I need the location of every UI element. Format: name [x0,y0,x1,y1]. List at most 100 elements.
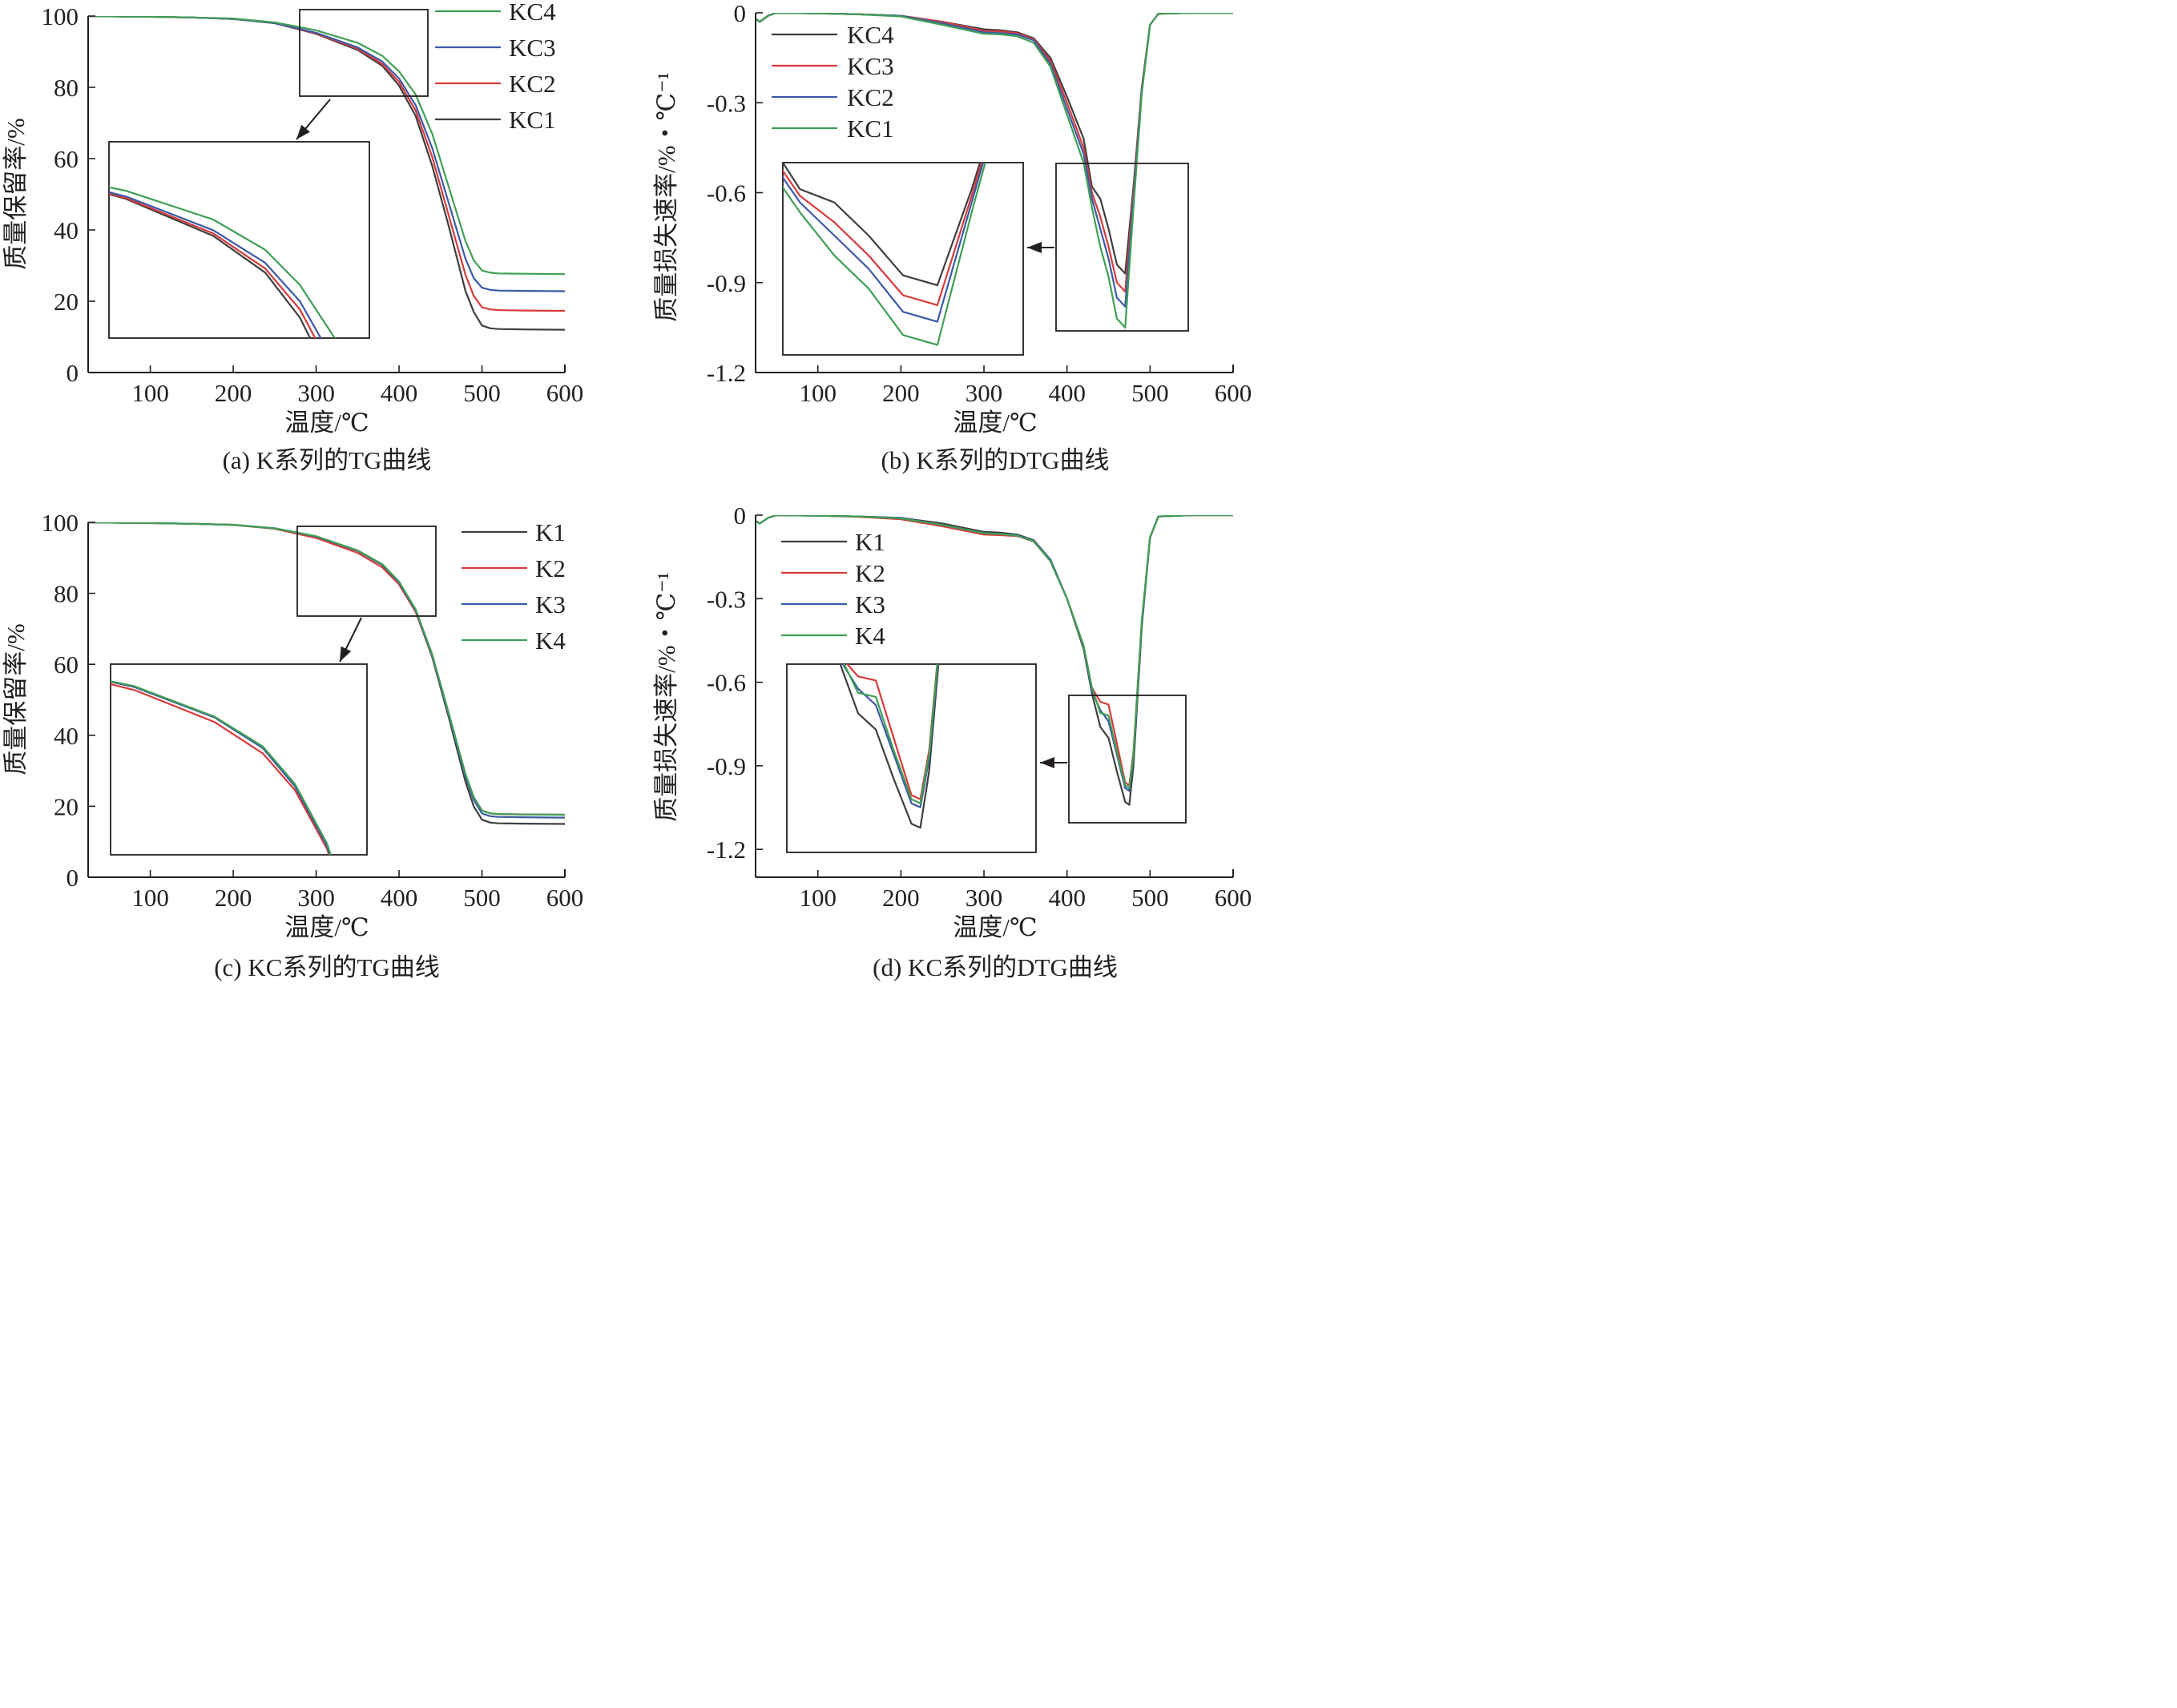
legend-label-K1: K1 [855,528,885,556]
x-tick-label: 200 [215,379,252,407]
y-tick-label: -0.6 [707,669,746,697]
y-tick-label: 80 [54,580,79,608]
y-tick-label: -0.9 [707,752,746,780]
y-tick-label: 0 [734,502,747,530]
inset-series-line-KC4 [109,186,336,338]
x-axis-title: 温度/℃ [284,409,369,437]
x-tick-label: 300 [966,884,1003,912]
y-tick-label: -0.9 [707,269,746,297]
x-tick-label: 400 [381,379,418,407]
y-axis-title: 质量损失速率/%・℃⁻¹ [652,572,680,822]
legend-label-KC3: KC3 [847,52,894,80]
legend-label-K4: K4 [855,622,885,650]
figure-2x2: 100 200 300 400 500 600020406080100温度/℃质量保留率/… [2,0,1252,981]
series-group [88,16,565,331]
y-tick-label: 20 [54,792,79,820]
legend-label-K2: K2 [535,554,566,582]
legend-label-K2: K2 [855,559,885,587]
inset-series-line-KC3 [109,191,322,338]
legend-label-KC4: KC4 [847,21,894,49]
y-tick-label: -0.3 [707,89,746,117]
y-tick-label: 60 [54,651,79,679]
x-tick-label: 300 [297,884,335,912]
x-tick-label: 600 [546,379,584,407]
legend-label-KC1: KC1 [847,115,894,143]
y-axis-title: 质量保留率/% [2,118,30,269]
legend-label-KC1: KC1 [509,106,556,134]
x-tick-label: 100 [131,379,169,407]
y-tick-label: 40 [54,722,79,750]
x-axis-title: 温度/℃ [953,913,1037,941]
inset-box [108,141,370,339]
y-tick-label: 80 [54,74,79,102]
inset-series-group [111,680,332,855]
legend-label-KC2: KC2 [847,83,894,111]
panel-caption: (d) KC系列的DTG曲线 [873,953,1118,981]
y-tick-label: 0 [67,359,79,387]
inset-box [786,663,1037,853]
zoom-arrow-head [1027,242,1042,253]
inset-box [110,663,368,856]
y-tick-label: 60 [54,145,79,173]
panel-caption: (a) K系列的TG曲线 [223,446,432,474]
x-tick-label: 300 [966,379,1003,407]
x-axis-title: 温度/℃ [953,409,1037,437]
legend-label-K3: K3 [855,590,885,618]
x-tick-label: 200 [882,884,920,912]
zoom-region-box [299,9,429,97]
x-tick-label: 400 [1048,379,1086,407]
x-tick-label: 600 [1215,884,1252,912]
x-tick-label: 500 [463,884,501,912]
panel-d: 100 200 300 400 500 600 0 -0.3 -0.6 -0.9 -1.2 温度/℃ 质… [652,502,1252,981]
x-axis-title: 温度/℃ [284,913,369,941]
x-tick-label: 200 [215,884,252,912]
y-tick-label: 100 [42,509,79,537]
series-group [756,515,1233,806]
x-tick-label: 400 [381,884,418,912]
legend-label-KC2: KC2 [509,70,556,98]
y-tick-label: 100 [42,2,79,30]
y-tick-label: 0 [67,864,79,892]
y-tick-label: 0 [734,0,747,27]
legend-label-K1: K1 [535,518,566,546]
inset-series-line-K2 [111,683,330,855]
x-tick-label: 600 [1215,379,1252,407]
panel-caption: (b) K系列的DTG曲线 [881,446,1110,474]
y-tick-label: -1.2 [707,359,746,387]
zoom-arrow-head [340,646,352,662]
y-tick-label: 40 [54,216,79,244]
y-axis-title: 质量保留率/% [2,623,30,775]
y-tick-label: -0.3 [707,585,746,613]
x-tick-label: 600 [546,884,584,912]
panel-a: 100 200 300 400 500 600 0 20 40 60 80 100 温度/℃ 质量保留率/… [2,0,584,474]
panel-c: 100 200 300 400 500 600 0 20 40 60 80 100 温度/℃ 质量保留率/… [2,509,584,981]
inset-series-line-K3 [111,680,331,855]
legend-label-KC3: KC3 [509,34,556,62]
series-group [88,522,565,825]
x-tick-label: 400 [1048,884,1086,912]
x-tick-label: 500 [463,379,501,407]
series-line-KC4 [88,16,565,276]
x-tick-label: 200 [882,379,920,407]
y-tick-label: -0.6 [707,179,746,207]
zoom-region-box [296,526,437,617]
panel-b: 100 200 300 400 500 600 0 -0.3 -0.6 -0.9 -1.2 温度/℃ 质… [652,0,1252,474]
y-axis-title: 质量损失速率/%・℃⁻¹ [652,72,680,322]
x-tick-label: 300 [297,379,335,407]
x-tick-label: 500 [1131,884,1169,912]
inset-series-line-K4 [111,680,332,855]
zoom-region-box [1055,163,1189,332]
inset-series-group [109,186,336,338]
legend-label-K3: K3 [535,590,566,618]
series-line-K4 [88,522,565,816]
series-group [756,13,1233,328]
series-line-K4 [756,515,1233,789]
x-tick-label: 100 [799,379,837,407]
legend-label-K4: K4 [535,626,566,655]
y-tick-label: 20 [54,288,79,316]
zoom-arrow-head [296,124,310,139]
y-tick-label: -1.2 [707,836,746,864]
zoom-region-box [1068,695,1187,824]
x-tick-label: 100 [131,884,169,912]
legend-label-KC4: KC4 [509,0,556,26]
